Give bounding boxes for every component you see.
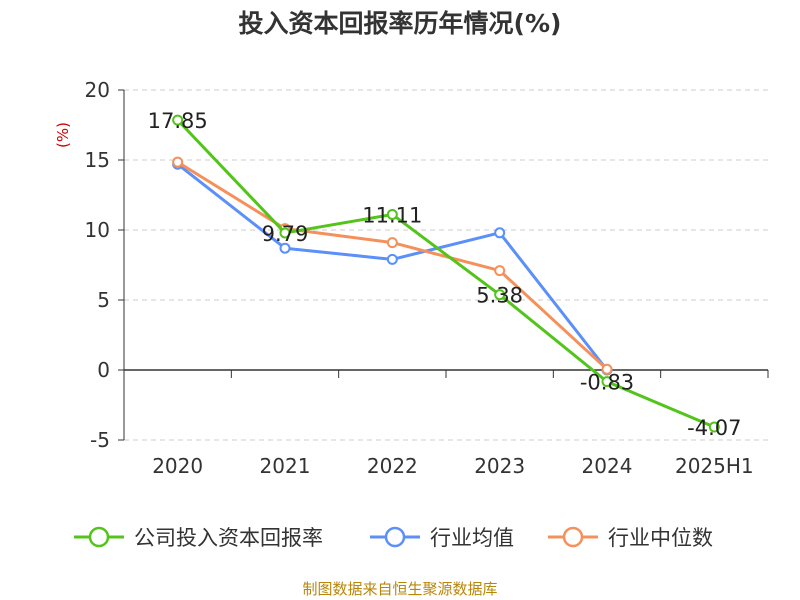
data-label: -0.83: [580, 371, 634, 395]
data-point: [494, 289, 506, 301]
x-tick-label: 2021: [260, 454, 311, 478]
x-tick-label: 2025H1: [675, 454, 754, 478]
data-point: [494, 227, 506, 239]
data-label: 17.85: [148, 109, 208, 133]
legend-label: 公司投入资本回报率: [134, 526, 323, 550]
series-line: [176, 160, 609, 371]
series-lines: [172, 114, 720, 433]
x-tick-label: 2022: [367, 454, 418, 478]
y-tick-label: 20: [85, 78, 110, 102]
y-tick-label: 15: [85, 148, 110, 172]
y-axis-label: (%): [54, 122, 72, 148]
data-point: [708, 421, 720, 433]
legend-label: 行业中位数: [608, 526, 713, 550]
data-label: 11.11: [362, 203, 422, 227]
legend-label: 行业均值: [430, 526, 514, 550]
legend: 公司投入资本回报率 行业均值 行业中位数: [74, 526, 713, 550]
data-point: [279, 242, 291, 254]
y-tick-label: 10: [85, 218, 110, 242]
series-line: [176, 119, 715, 429]
y-tick-label: -5: [90, 428, 110, 452]
data-label: 5.38: [476, 284, 523, 308]
series-line: [176, 163, 609, 371]
data-point: [601, 376, 613, 388]
data-point: [494, 265, 506, 277]
data-point: [172, 156, 184, 168]
data-point: [279, 227, 291, 239]
data-labels: 17.85 9.79 11.11 5.38 -0.83 -4.07: [148, 109, 742, 440]
data-point: [386, 253, 398, 265]
y-tick-label: 5: [97, 288, 110, 312]
x-tick-label: 2020: [152, 454, 203, 478]
data-label: 9.79: [262, 222, 309, 246]
data-label: -4.07: [687, 416, 741, 440]
data-source-note: 制图数据来自恒生聚源数据库: [302, 580, 498, 598]
axes: 20 15 10 5 0 -5 2020 2021 2022 2023 2024 2025H1 (%): [54, 78, 769, 478]
x-tick-label: 2024: [582, 454, 633, 478]
grid-lines: [124, 89, 768, 441]
x-tick-label: 2023: [474, 454, 525, 478]
data-point: [386, 237, 398, 249]
y-tick-label: 0: [97, 358, 110, 382]
legend-marker: [562, 526, 584, 548]
legend-marker: [384, 526, 406, 548]
legend-marker: [88, 526, 110, 548]
data-point: [172, 114, 184, 126]
data-point: [386, 208, 398, 220]
chart-title: 投入资本回报率历年情况(%): [238, 9, 562, 38]
data-point: [601, 363, 613, 375]
